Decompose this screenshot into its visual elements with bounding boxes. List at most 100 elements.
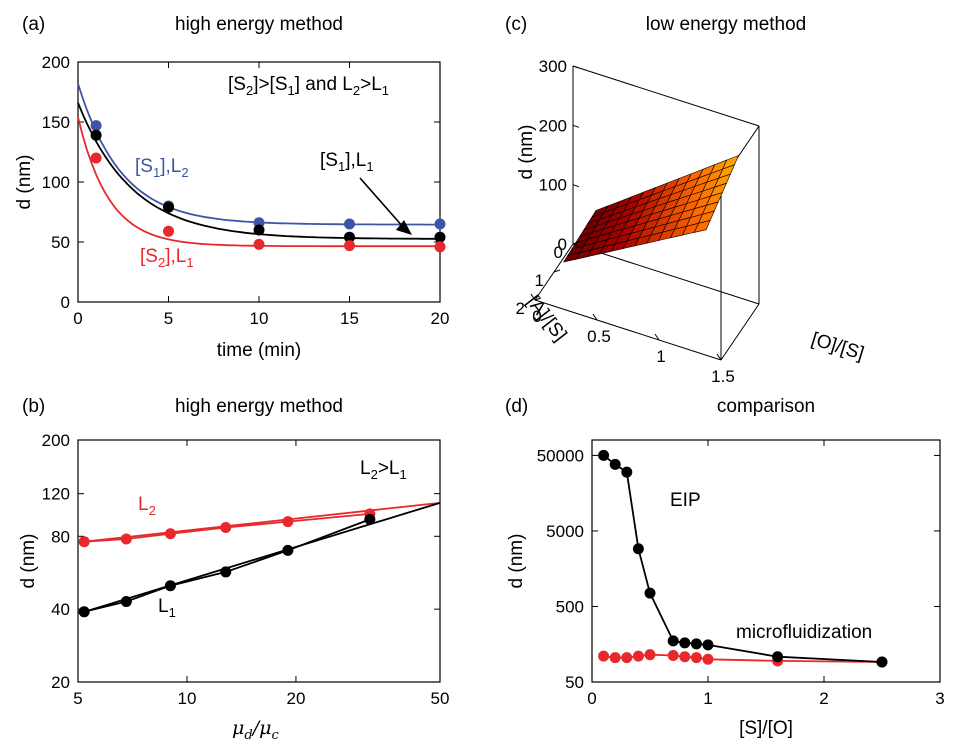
panel-d: 0 1 2 3 50 500 5000 50000 (d) comparison [S]/[O] d … <box>505 396 945 739</box>
panel-b-point-0-1 <box>120 533 132 545</box>
panel-c-ztick-label-2: 200 <box>539 116 567 135</box>
panel-b-xlabel-part-2: /μ <box>251 717 272 739</box>
panel-b-point-1-4 <box>282 544 294 556</box>
panel-d-point-0-8 <box>702 639 714 651</box>
panel-d-point-0-9 <box>772 651 784 663</box>
panel-b-point-0-3 <box>220 521 232 533</box>
panel-d-point-0-1 <box>609 458 621 470</box>
panel-c-ztick-1 <box>572 184 580 188</box>
panel-c-xtick-label-0: 0 <box>532 307 541 326</box>
panel-b-point-1-1 <box>120 596 132 608</box>
panel-a-xtick-label-3: 15 <box>340 309 359 328</box>
panel-c-back-floor-x <box>572 243 760 305</box>
panel-b-series-label-1: L1 <box>158 596 176 620</box>
panel-c-ztick-3 <box>572 65 580 69</box>
panel-d-xtick-label-2: 2 <box>819 689 828 708</box>
panel-b-ytick-label-2: 80 <box>51 527 70 546</box>
panel-b-condition-part-3: 1 <box>399 467 406 482</box>
panel-d-point-0-10 <box>876 656 888 668</box>
panel-a-point-2-4 <box>434 241 446 253</box>
panel-c-xtick-2 <box>654 333 660 341</box>
panel-b-xtick-label-3: 50 <box>431 689 450 708</box>
panel-d-xlabel: [S]/[O] <box>739 718 793 739</box>
panel-b-xlabel: μd/μc <box>232 717 279 740</box>
panel-d-ytick-label-0: 50 <box>565 673 584 692</box>
panel-c-floor-right <box>720 303 760 361</box>
panel-a-xtick-label-2: 10 <box>250 309 269 328</box>
panel-a-condition-part-6: >L <box>360 74 382 95</box>
panel-b-xlabel-part-3: c <box>271 728 279 740</box>
panel-a-point-1-0 <box>90 129 102 141</box>
panel-b-xtick-label-1: 10 <box>178 689 197 708</box>
panel-a-point-2-3 <box>344 240 355 252</box>
panel-d-point-1-5 <box>667 650 679 662</box>
panel-a-condition-part-7: 1 <box>382 83 389 98</box>
panel-a-ylabel: d (nm) <box>14 155 35 210</box>
panel-d-xtick-label-3: 3 <box>935 689 944 708</box>
panel-d-label: (d) <box>505 396 528 417</box>
panel-b-series-label-1-part-0: L <box>158 596 169 617</box>
panel-c-back-top-x <box>572 65 760 127</box>
panel-b-fit-0 <box>84 501 441 543</box>
panel-a-series-label-0: [S1],L2 <box>135 156 189 180</box>
panel-a-condition-part-5: 2 <box>353 83 360 98</box>
panel-a-point-0-0 <box>90 120 102 132</box>
panel-a-arrow-head <box>396 220 412 235</box>
panel-b-seg-0-1 <box>126 532 171 540</box>
panel-a-point-1-3 <box>344 231 355 243</box>
panel-d-point-1-0 <box>598 650 610 662</box>
panel-a-condition-part-0: [S <box>228 74 246 95</box>
panel-a-frame <box>77 61 441 303</box>
panel-b-seg-0-3 <box>225 520 288 529</box>
panel-d-series-label-0: EIP <box>670 490 701 511</box>
panel-a-point-2-2 <box>253 238 265 250</box>
panel-a-ytick-label-1: 50 <box>51 233 70 252</box>
panel-a-condition-part-4: ] and L <box>295 74 353 95</box>
panel-d-point-1-4 <box>644 649 656 661</box>
panel-d-xtick-label-0: 0 <box>587 689 596 708</box>
panel-d-xtick-label-1: 1 <box>703 689 712 708</box>
panel-b-seg-1-4 <box>287 518 371 552</box>
panel-a-series-label-1-part-1: 1 <box>338 159 345 174</box>
panel-a-series-label-2: [S2],L1 <box>140 246 194 270</box>
panel-a-condition-part-1: 2 <box>246 83 253 98</box>
panel-b-ytick-label-4: 200 <box>42 431 70 450</box>
panel-b-ylabel: d (nm) <box>18 534 39 589</box>
panel-a-point-0-3 <box>344 218 355 230</box>
panel-a-condition-part-2: ]>[S <box>253 74 287 95</box>
panel-c-xtick-label-3: 1.5 <box>711 367 735 386</box>
panel-b-seg-1-2 <box>170 571 227 587</box>
panel-b-seg-1-3 <box>225 549 289 573</box>
panel-a-title: high energy method <box>175 14 343 35</box>
panel-c-floor-front <box>534 299 722 361</box>
panel-c-ytick-1 <box>553 269 561 273</box>
panel-b-condition-part-0: L <box>360 458 371 479</box>
panel-b-point-0-4 <box>282 516 294 528</box>
panel-a-series-label-1-part-0: [S <box>320 150 338 171</box>
panel-a-point-0-4 <box>434 218 446 230</box>
panel-b-point-0-0 <box>78 536 90 548</box>
panel-d-ytick-label-1: 500 <box>556 597 584 616</box>
panel-a-ytick-label-4: 200 <box>42 53 70 72</box>
panel-d-point-1-6 <box>679 651 691 663</box>
panel-c-ztick-0 <box>572 243 580 247</box>
panel-a-label: (a) <box>22 14 45 35</box>
panel-c-xtick-3 <box>716 353 722 361</box>
panel-a-series-label-0-part-3: 2 <box>181 165 188 180</box>
panel-b-series-label-0-part-0: L <box>138 494 149 515</box>
panel-a-condition-part-3: 1 <box>288 83 295 98</box>
panel-b-ytick-label-3: 120 <box>42 485 70 504</box>
panel-b-seg-1-0 <box>83 600 127 613</box>
panel-c-ytick-2 <box>534 297 542 301</box>
panel-c-zlabel: d (nm) <box>516 125 537 180</box>
panel-a-series-label-1: [S1],L1 <box>320 150 374 174</box>
panel-b-series-label-1-part-1: 1 <box>169 605 176 620</box>
panel-c: (c) low energy method010020030000.511.501… <box>505 14 866 386</box>
panel-b-condition-part-1: 2 <box>371 467 378 482</box>
panel-a-series-label-1-part-3: 1 <box>366 159 373 174</box>
panel-d-point-1-7 <box>690 652 702 664</box>
panel-b-xtick-label-0: 5 <box>73 689 82 708</box>
panel-b-series-label-0: L2 <box>138 494 156 518</box>
panel-c-ytick-label-0: 0 <box>554 243 563 262</box>
panel-c-label: (c) <box>505 14 527 35</box>
